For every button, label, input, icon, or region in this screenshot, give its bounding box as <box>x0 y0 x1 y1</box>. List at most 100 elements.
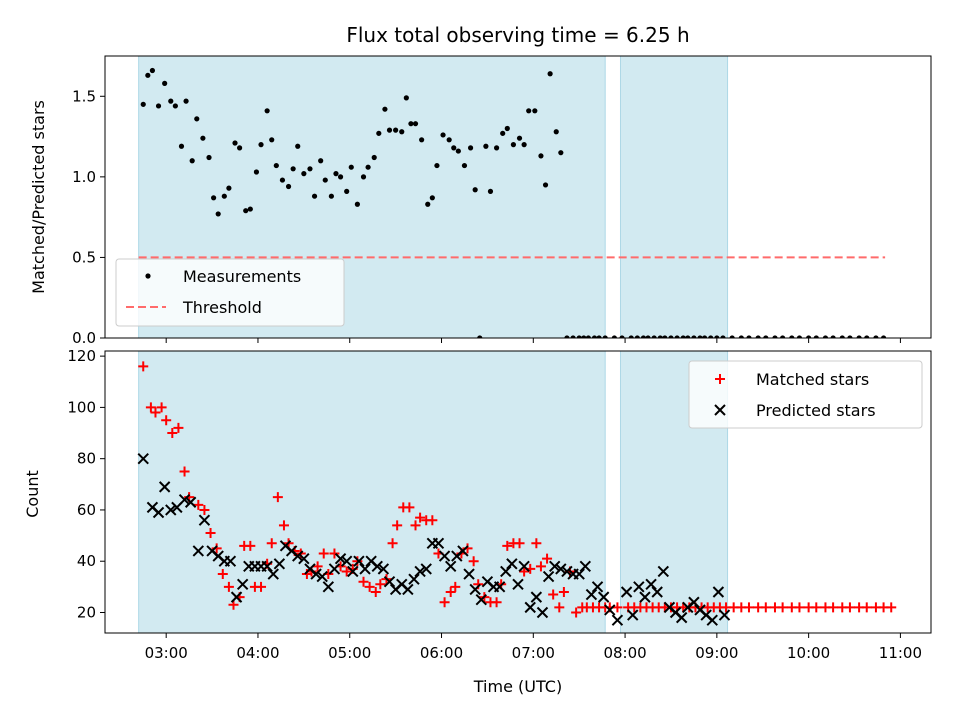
data-point <box>298 552 310 565</box>
data-point <box>348 164 354 170</box>
data-point <box>475 593 487 606</box>
x-tick-label: 03:00 <box>145 644 188 662</box>
legend-marker <box>715 374 725 384</box>
data-point <box>755 335 761 338</box>
y-tick-label: 80 <box>77 450 96 468</box>
data-point <box>535 561 546 572</box>
data-point <box>760 602 771 613</box>
data-point <box>432 537 445 549</box>
data-point <box>173 422 184 433</box>
data-point <box>425 201 431 207</box>
panel-bottom: 20 40 60 80 100 120 03:00 04:00 05:00 06:00 07:00 0… <box>67 347 932 662</box>
data-point <box>337 174 344 180</box>
data-point <box>602 335 608 338</box>
data-point <box>408 573 420 585</box>
legend-label: Matched stars <box>756 370 869 389</box>
data-point <box>137 452 149 465</box>
data-point <box>718 609 731 621</box>
data-point <box>183 98 189 104</box>
data-point <box>307 166 313 172</box>
data-point <box>359 563 371 575</box>
data-point <box>375 579 386 590</box>
data-point <box>344 188 350 194</box>
data-point <box>371 154 377 161</box>
data-point <box>738 335 744 338</box>
data-point <box>708 335 714 338</box>
data-point <box>221 193 227 199</box>
data-point <box>611 614 624 626</box>
data-point <box>292 550 304 562</box>
data-point <box>531 538 542 549</box>
data-point <box>633 581 645 593</box>
y-tick-label: 120 <box>67 347 96 365</box>
data-point <box>538 153 544 159</box>
data-point <box>591 581 604 593</box>
data-point <box>828 602 839 613</box>
data-point <box>371 560 383 573</box>
data-point <box>444 560 457 573</box>
data-point <box>657 335 663 338</box>
data-point <box>267 568 279 580</box>
data-point <box>570 335 576 338</box>
data-point <box>468 556 479 567</box>
data-point <box>516 135 523 141</box>
data-point <box>627 609 639 621</box>
legend-label: Predicted stars <box>756 401 876 420</box>
data-point <box>410 520 421 531</box>
data-point <box>266 538 277 549</box>
data-point <box>376 130 382 136</box>
data-point <box>706 614 718 626</box>
data-point <box>461 162 468 169</box>
data-point <box>232 140 238 146</box>
data-point <box>702 335 708 338</box>
data-point <box>532 108 538 114</box>
y-tick-label: 20 <box>77 603 96 621</box>
data-point <box>290 166 296 172</box>
data-point <box>393 127 399 133</box>
data-point <box>403 95 409 101</box>
data-point <box>772 335 778 338</box>
data-point <box>714 335 720 338</box>
data-point <box>253 169 260 175</box>
legend-marker <box>145 273 151 279</box>
data-point <box>510 142 517 148</box>
data-point <box>500 130 506 136</box>
data-point <box>145 402 156 413</box>
data-point <box>493 581 506 593</box>
data-point <box>472 187 478 193</box>
data-point <box>777 602 788 613</box>
data-point <box>158 481 171 493</box>
data-point <box>440 132 446 138</box>
data-point <box>688 596 700 608</box>
data-point <box>439 597 450 608</box>
data-point <box>886 602 897 613</box>
legend-frame <box>115 258 345 327</box>
data-point <box>794 602 805 613</box>
legend-frame <box>688 360 923 429</box>
y-tick-label: 60 <box>77 501 96 519</box>
data-point <box>312 561 323 572</box>
data-point <box>404 502 415 513</box>
data-point <box>295 143 301 149</box>
data-point <box>205 528 216 539</box>
data-point <box>408 121 414 127</box>
data-point <box>264 108 270 114</box>
data-point <box>542 182 549 188</box>
data-point <box>340 555 353 567</box>
data-point <box>155 103 162 109</box>
observation-window <box>138 351 606 633</box>
data-point <box>455 148 461 154</box>
data-point <box>328 193 334 199</box>
data-point <box>796 335 803 338</box>
data-point <box>512 578 524 590</box>
data-point <box>571 607 582 618</box>
data-point <box>634 335 640 338</box>
data-point <box>415 512 426 523</box>
data-point <box>555 563 567 575</box>
data-point <box>386 127 393 133</box>
y-tick-label: 1.5 <box>72 87 96 105</box>
data-point <box>179 466 190 477</box>
data-point <box>399 129 405 135</box>
data-point <box>237 145 243 151</box>
data-point <box>145 72 151 78</box>
